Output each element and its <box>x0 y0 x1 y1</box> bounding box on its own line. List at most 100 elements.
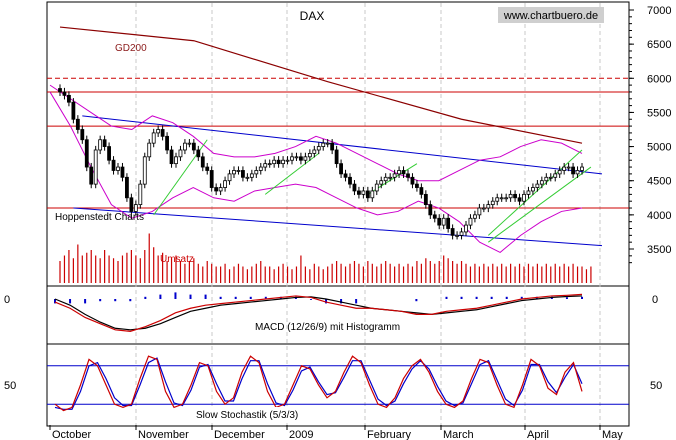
candle-body <box>562 166 567 171</box>
candle-body <box>187 142 192 145</box>
candle-body <box>241 170 245 178</box>
candle-body <box>486 204 491 209</box>
candle-body <box>406 173 410 178</box>
candle-body <box>401 170 406 175</box>
volume-bars <box>59 233 592 283</box>
candle-body <box>357 190 361 195</box>
candle-body <box>383 176 388 182</box>
candle-body <box>67 94 71 103</box>
candle-body <box>93 149 98 185</box>
candle-body <box>499 197 504 200</box>
candle-body <box>214 187 219 192</box>
candle-body <box>183 142 187 151</box>
candle-body <box>232 170 236 175</box>
candle-body <box>343 173 348 178</box>
x-tick-label: October <box>52 429 91 440</box>
candle-body <box>539 180 544 185</box>
candle-body <box>191 142 196 151</box>
candle-body <box>258 166 263 171</box>
candle-body <box>276 159 281 165</box>
x-tick-label: May <box>602 429 623 440</box>
candle-body <box>441 217 446 226</box>
candle-body <box>196 149 201 158</box>
candle-body <box>321 142 326 147</box>
candle-body <box>566 166 571 169</box>
candle-body <box>446 217 451 229</box>
candle-body <box>330 142 335 151</box>
price-tick-label: 7000 <box>647 5 671 17</box>
candle-body <box>544 176 549 182</box>
candle-body <box>513 193 517 199</box>
chart-title: DAX <box>300 9 325 23</box>
gd200-line <box>59 26 583 144</box>
candle-body <box>397 170 401 175</box>
candle-body <box>553 173 558 178</box>
candle-body <box>111 159 116 171</box>
macd-tick-label: 0 <box>4 294 10 306</box>
candle-body <box>138 183 143 206</box>
gd200-label: GD200 <box>115 43 147 54</box>
candle-body <box>174 156 178 165</box>
candle-body <box>285 159 290 162</box>
candle-body <box>450 228 455 236</box>
candle-body <box>490 200 495 206</box>
umsatz-label: Umsatz <box>160 254 194 265</box>
candle-body <box>147 142 152 158</box>
candle-body <box>223 180 227 188</box>
candle-body <box>303 156 308 161</box>
y-axis-ticks: 7000 6500 6000 5500 5000 4500 4000 3500 0 0 50 50 <box>4 5 671 392</box>
macd-line <box>54 293 583 332</box>
candle-body <box>272 159 277 165</box>
candle-body <box>218 187 223 192</box>
candle-body <box>352 183 357 192</box>
stoch-tick-label: 50 <box>650 380 662 392</box>
price-tick-label: 6500 <box>647 39 671 51</box>
x-tick-label: March <box>443 429 474 440</box>
candle-body <box>281 159 285 165</box>
candle-body <box>267 163 272 166</box>
stoch-tick-label: 50 <box>4 380 16 392</box>
stoch-slow-line <box>54 357 583 410</box>
channel-line <box>488 166 592 243</box>
frames <box>46 1 630 427</box>
stoch-panel-frame <box>46 343 630 427</box>
candle-body <box>535 183 540 188</box>
candle-body <box>116 166 120 171</box>
candle-body <box>160 129 165 137</box>
x-tick-label: April <box>527 429 549 440</box>
candle-body <box>80 129 85 141</box>
candle-body <box>236 170 241 172</box>
candle-body <box>557 170 562 175</box>
upper-trendline <box>82 115 603 175</box>
watermark-box <box>498 7 604 23</box>
stoch-fast-line <box>54 355 583 412</box>
candle-body <box>205 166 210 171</box>
stoch-label-bg <box>194 407 292 420</box>
candle-body <box>428 204 433 216</box>
candle-body <box>169 149 174 165</box>
candle-body <box>410 176 415 185</box>
price-tick-label: 6000 <box>647 73 671 85</box>
candle-body <box>58 88 62 93</box>
candle-body <box>200 156 205 168</box>
candle-body <box>571 166 575 175</box>
candle-body <box>62 91 67 96</box>
candle-body <box>361 190 366 195</box>
watermark[interactable]: www.chartbuero.de <box>503 10 598 22</box>
candle-body <box>249 173 254 178</box>
candle-body <box>477 207 482 216</box>
lower-trendline <box>73 207 603 247</box>
candle-body <box>473 214 477 219</box>
x-axis-ticks: October November December 2009 February March… <box>49 425 623 440</box>
candle-body <box>245 176 250 179</box>
candle-body <box>178 149 183 158</box>
candle-body <box>98 139 103 151</box>
candle-body <box>75 118 80 130</box>
candle-body <box>254 170 259 175</box>
candle-body <box>334 149 339 165</box>
candle-body <box>71 101 76 120</box>
candle-body <box>84 139 89 168</box>
candle-body <box>339 163 343 175</box>
